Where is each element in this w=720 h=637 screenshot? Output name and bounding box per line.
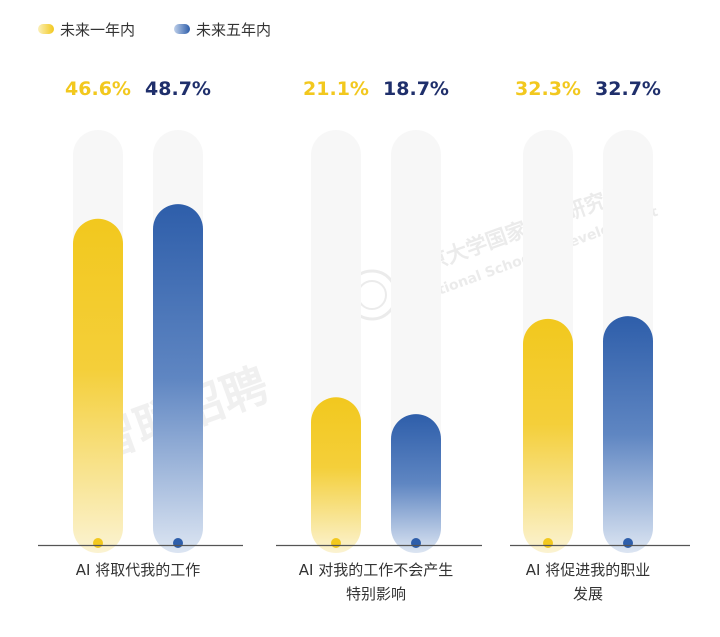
- legend-label-series-1: 未来一年内: [60, 21, 135, 39]
- plot-area: 46.6% 48.7% AI 将取代我的工作 21.1% 18.7% AI 对我的工作不会…: [38, 78, 690, 603]
- bar-one-year-3: [523, 318, 573, 553]
- bar-base-dot: [411, 538, 421, 548]
- category-label: 特别影响: [346, 585, 406, 603]
- value-label: 32.7%: [595, 78, 661, 100]
- category-label: AI 将取代我的工作: [76, 561, 200, 579]
- bar-base-dot: [543, 538, 553, 548]
- legend: 未来一年内 未来五年内: [38, 21, 271, 39]
- value-label: 48.7%: [145, 78, 211, 100]
- value-label: 18.7%: [383, 78, 449, 100]
- legend-item-series-1: 未来一年内: [38, 21, 135, 39]
- bar-five-year-2: [391, 414, 441, 553]
- value-label: 21.1%: [303, 78, 369, 100]
- bar-five-year-1: [153, 204, 203, 553]
- category-group-1: 46.6% 48.7% AI 将取代我的工作: [38, 78, 243, 579]
- value-label: 46.6%: [65, 78, 131, 100]
- legend-item-series-2: 未来五年内: [174, 21, 271, 39]
- bar-five-year-3: [603, 316, 653, 553]
- bar-one-year-2: [311, 397, 361, 553]
- legend-swatch-series-1: [38, 24, 54, 34]
- legend-label-series-2: 未来五年内: [196, 21, 271, 39]
- legend-swatch-series-2: [174, 24, 190, 34]
- bar-one-year-1: [73, 218, 123, 554]
- category-label: AI 将促进我的职业: [526, 561, 650, 579]
- bar-base-dot: [331, 538, 341, 548]
- category-label: AI 对我的工作不会产生: [299, 561, 453, 579]
- bar-base-dot: [173, 538, 183, 548]
- bar-base-dot: [623, 538, 633, 548]
- category-label: 发展: [573, 585, 603, 603]
- bar-base-dot: [93, 538, 103, 548]
- value-label: 32.3%: [515, 78, 581, 100]
